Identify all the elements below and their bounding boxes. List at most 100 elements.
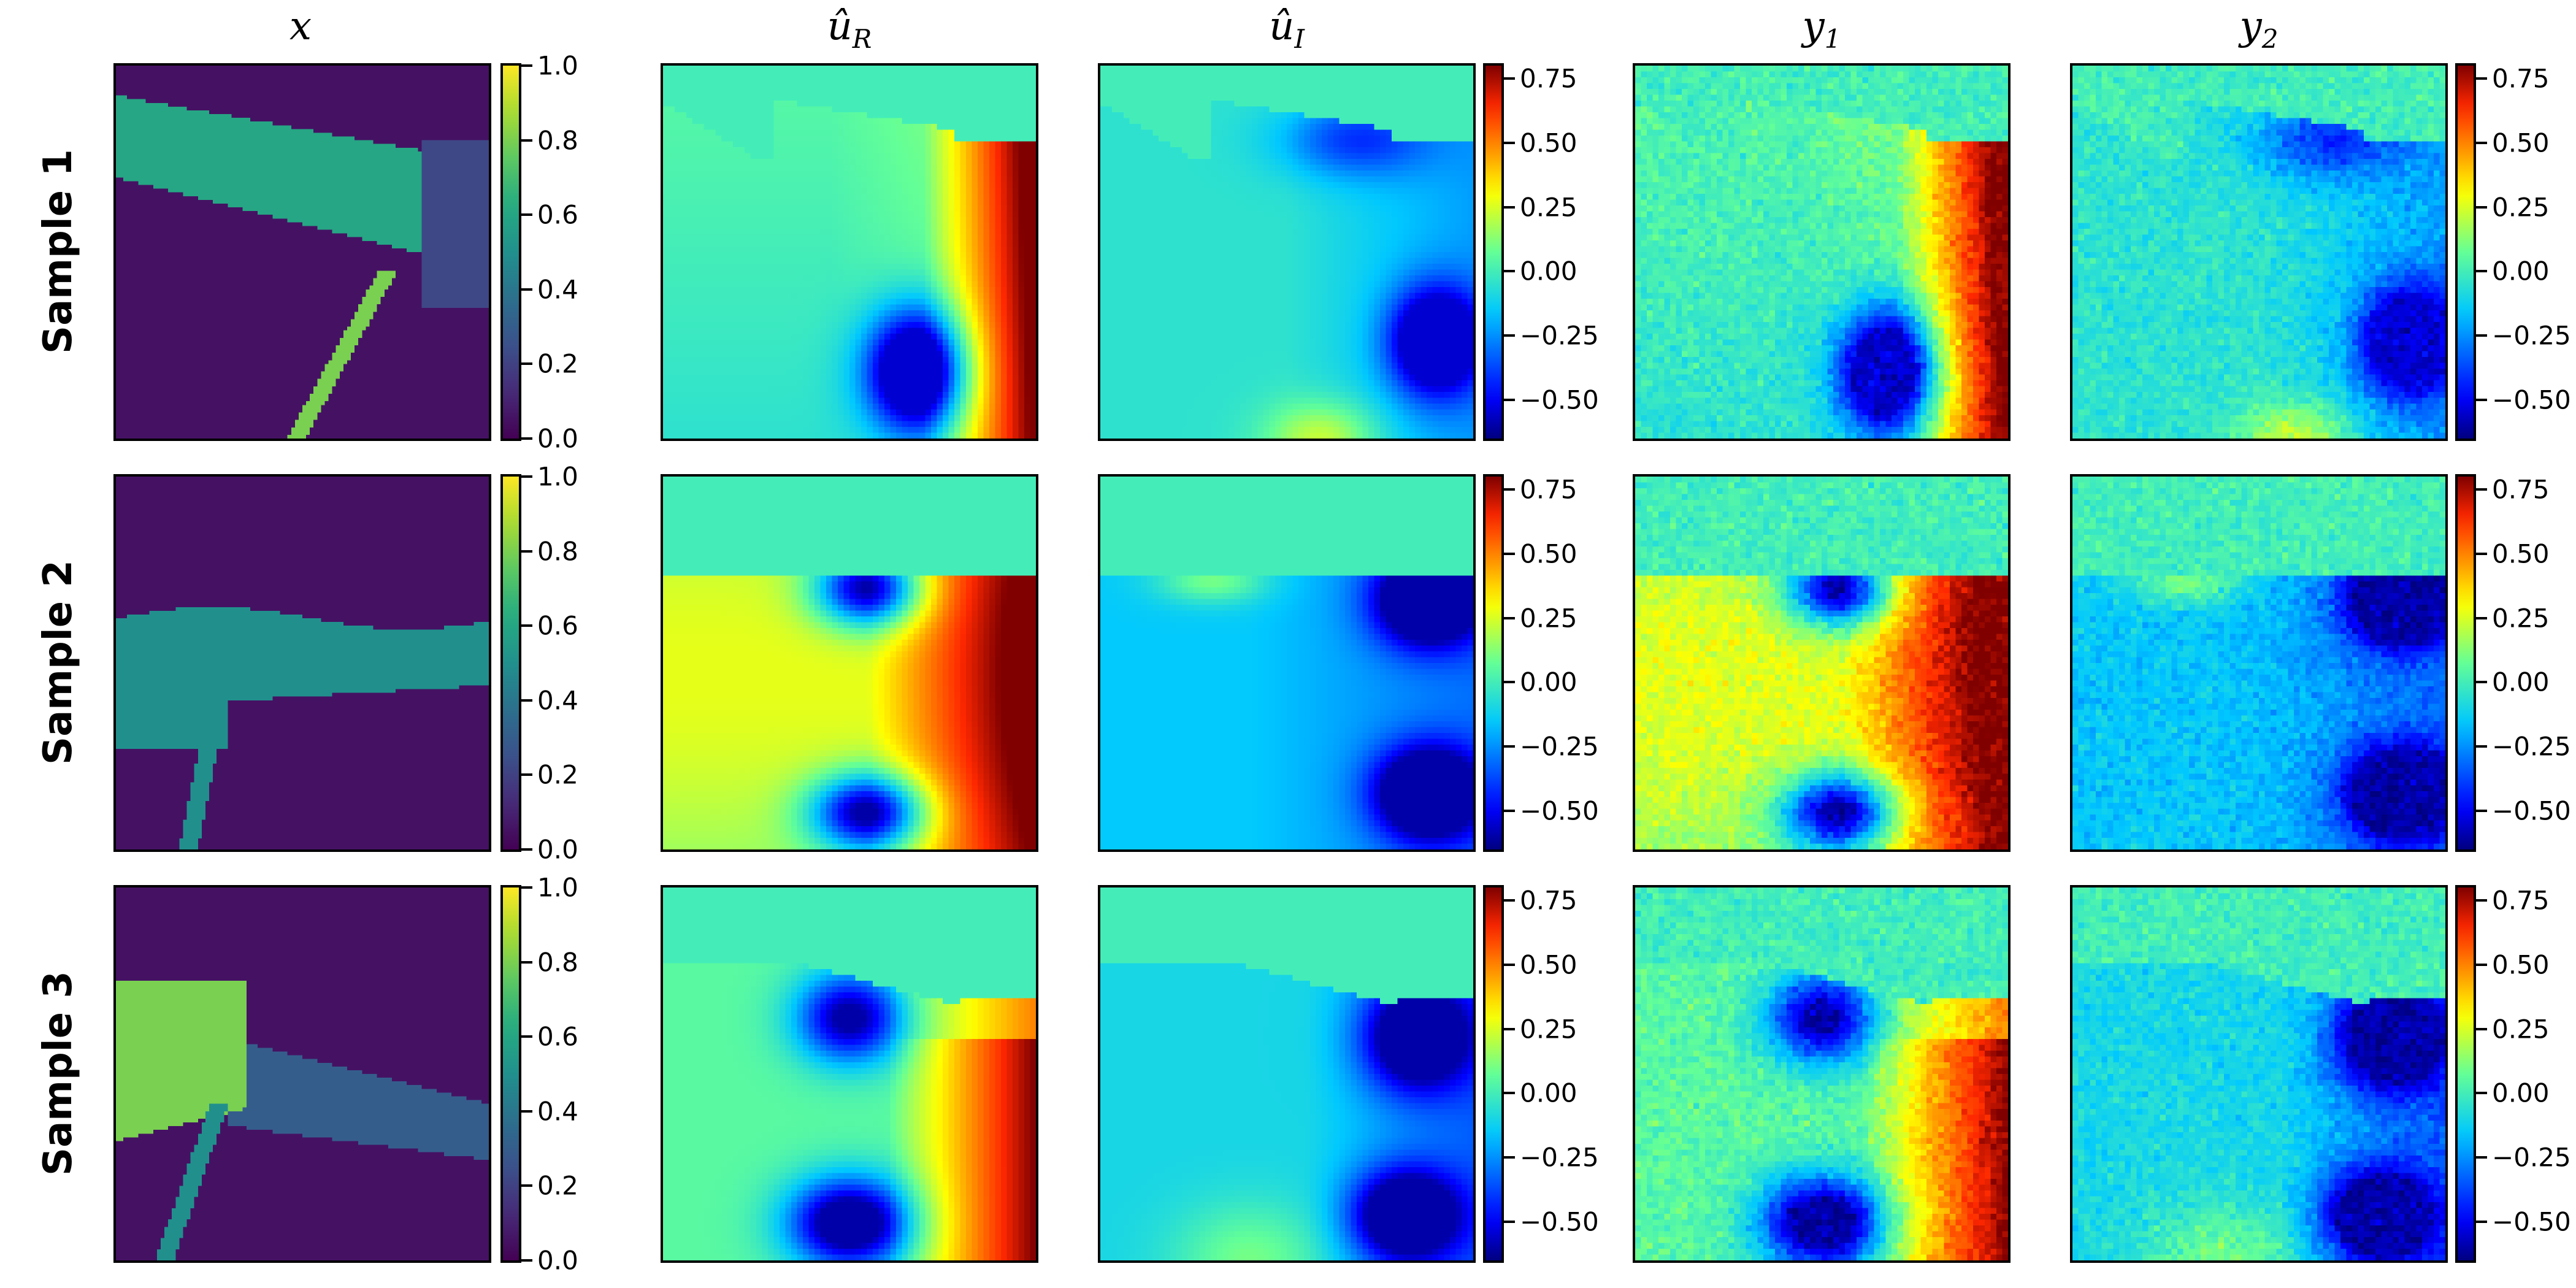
heatmap-image (1635, 887, 2008, 1260)
heatmap-panel-y1-sample-1 (1633, 63, 2011, 441)
colorbar-tick (2476, 399, 2487, 402)
jet-colorbar-sample-3-y2 (2455, 885, 2476, 1263)
colorbar-tick-label: −0.25 (1520, 731, 1599, 762)
colorbar-tick-label: 1.0 (537, 872, 578, 903)
heatmap-image (116, 477, 489, 849)
colorbar-tick-label: 0.25 (2492, 192, 2550, 223)
colorbar-tick (2476, 616, 2487, 619)
colorbar-tick-label: 0.75 (1520, 63, 1577, 94)
colorbar-tick-label: −0.25 (2492, 1142, 2571, 1173)
colorbar-tick (1504, 1027, 1515, 1030)
colorbar-tick (521, 550, 532, 553)
heatmap-panel-u-real-sample-1 (661, 63, 1038, 441)
heatmap-panel-y2-sample-2 (2070, 474, 2448, 852)
colorbar-tick (2476, 810, 2487, 813)
heatmap-image (1100, 887, 1473, 1260)
colorbar-tick-label: 0.2 (537, 759, 578, 790)
heatmap-image (663, 477, 1036, 849)
colorbar-tick (1504, 334, 1515, 337)
colorbar-tick (1504, 77, 1515, 80)
row-title-sample-1: Sample 1 (36, 149, 81, 354)
colorbar-tick (1504, 1221, 1515, 1224)
colorbar-tick-label: 0.8 (537, 536, 578, 567)
colorbar-tick-label: −0.50 (1520, 1206, 1599, 1237)
colorbar-tick (1504, 681, 1515, 684)
jet-colorbar-sample-2-y2 (2455, 474, 2476, 852)
colorbar-tick (1504, 745, 1515, 748)
heatmap-panel-u-imag-sample-2 (1098, 474, 1476, 852)
colorbar-tick-label: 0.75 (2492, 885, 2550, 916)
colorbar-tick (521, 624, 532, 627)
heatmap-image (2072, 887, 2445, 1260)
row-title-sample-3: Sample 3 (36, 971, 81, 1176)
viridis-colorbar-sample-2 (500, 474, 521, 852)
viridis-colorbar-sample-1 (500, 63, 521, 441)
colorbar-tick-label: 1.0 (537, 461, 578, 492)
colorbar-tick (521, 437, 532, 440)
colorbar-tick-label: 0.4 (537, 1096, 578, 1127)
colorbar-tick-label: 0.00 (1520, 667, 1577, 697)
colorbar-tick (521, 1184, 532, 1187)
colorbar-tick-label: 0.50 (2492, 949, 2550, 980)
heatmap-panel-y1-sample-3 (1633, 885, 2011, 1263)
colorbar-tick (521, 64, 532, 67)
colorbar-tick-label: 0.4 (537, 274, 578, 305)
colorbar-tick-label: −0.25 (1520, 320, 1599, 351)
colorbar-tick (521, 139, 532, 142)
colorbar-tick-label: 0.50 (1520, 949, 1577, 980)
heatmap-image (116, 887, 489, 1260)
colorbar-tick-label: 0.8 (537, 125, 578, 156)
colorbar-tick-label: 0.25 (1520, 1014, 1577, 1045)
column-title-u-imag: ûI (1269, 4, 1305, 54)
heatmap-image (2072, 477, 2445, 849)
colorbar-tick-label: 0.50 (2492, 539, 2550, 569)
colorbar-tick (2476, 1156, 2487, 1159)
column-title-y1: y1 (1802, 4, 1841, 54)
colorbar-tick (521, 1035, 532, 1038)
colorbar-tick (1504, 205, 1515, 209)
colorbar-tick-label: 0.6 (537, 199, 578, 230)
colorbar-tick-label: −0.25 (2492, 731, 2571, 762)
colorbar-tick (2476, 899, 2487, 902)
column-title-x: x (289, 4, 312, 49)
colorbar-tick (521, 1259, 532, 1262)
colorbar-tick (521, 773, 532, 776)
colorbar-tick (2476, 745, 2487, 748)
colorbar-tick-label: −0.25 (2492, 320, 2571, 351)
colorbar-tick-label: 0.50 (1520, 128, 1577, 158)
colorbar-tick (1504, 552, 1515, 555)
jet-colorbar-sample-1-y2 (2455, 63, 2476, 441)
heatmap-image (1635, 477, 2008, 849)
colorbar-tick-label: 0.50 (2492, 128, 2550, 158)
colorbar-tick (1504, 899, 1515, 902)
colorbar-tick-label: −0.25 (1520, 1142, 1599, 1173)
colorbar-tick-label: 1.0 (537, 50, 578, 81)
heatmap-panel-u-imag-sample-3 (1098, 885, 1476, 1263)
colorbar-tick (1504, 488, 1515, 491)
colorbar-tick (521, 699, 532, 702)
colorbar-tick-label: 0.2 (537, 348, 578, 379)
colorbar-tick (521, 886, 532, 889)
colorbar-tick-label: 0.00 (1520, 256, 1577, 286)
colorbar-tick-label: −0.50 (1520, 385, 1599, 415)
viridis-colorbar-sample-3 (500, 885, 521, 1263)
colorbar-tick (2476, 334, 2487, 337)
colorbar-tick-label: 0.0 (537, 1245, 578, 1276)
colorbar-tick (2476, 681, 2487, 684)
colorbar-tick (2476, 205, 2487, 209)
colorbar-tick (1504, 810, 1515, 813)
colorbar-tick-label: 0.75 (1520, 885, 1577, 916)
colorbar-tick-label: 0.00 (2492, 256, 2550, 286)
colorbar-tick (1504, 270, 1515, 273)
colorbar-tick (521, 213, 532, 217)
colorbar-tick-label: 0.25 (2492, 1014, 2550, 1045)
colorbar-tick-label: −0.50 (2492, 385, 2571, 415)
heatmap-panel-y2-sample-3 (2070, 885, 2448, 1263)
colorbar-tick (2476, 963, 2487, 966)
colorbar-tick (521, 960, 532, 964)
colorbar-tick (521, 848, 532, 851)
heatmap-panel-u-real-sample-2 (661, 474, 1038, 852)
heatmap-image (663, 66, 1036, 439)
colorbar-tick (2476, 488, 2487, 491)
colorbar-tick-label: 0.25 (1520, 603, 1577, 634)
